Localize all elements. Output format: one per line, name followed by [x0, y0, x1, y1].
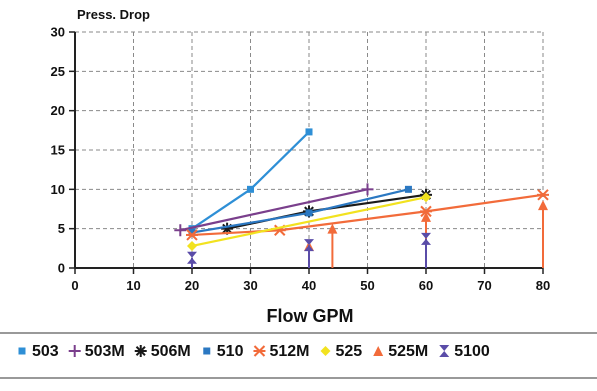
y-tick-label: 10 [51, 182, 65, 197]
legend-label: 503 [32, 343, 59, 360]
series-line [191, 193, 544, 237]
legend-item-525m: 525M [373, 343, 428, 360]
x-tick-label: 20 [185, 278, 199, 293]
legend-symbol [373, 346, 384, 356]
legend: 503 503M 506M 510 512M 525 525M 5100 [0, 332, 597, 379]
legend-item-510: 510 [203, 343, 244, 360]
data-point [537, 189, 549, 201]
grid [75, 31, 544, 268]
legend-label: 510 [217, 343, 244, 360]
y-axis-title: Press. Drop [77, 7, 150, 22]
legend-symbol [203, 347, 211, 355]
y-tick-label: 15 [51, 143, 65, 158]
legend-symbol [439, 345, 450, 357]
legend-label: 5100 [454, 343, 490, 360]
stem-marker [421, 232, 431, 245]
data-point [421, 232, 431, 268]
legend-item-5100: 5100 [439, 343, 490, 360]
legend-item-503: 503 [18, 343, 59, 360]
stem-marker [304, 239, 314, 252]
data-point [187, 240, 197, 251]
data-point [327, 223, 338, 268]
series-line [180, 188, 368, 232]
data-point [186, 229, 198, 241]
x-tick-label: 50 [360, 278, 374, 293]
legend-label: 525M [388, 343, 428, 360]
y-tick-label: 25 [51, 64, 65, 79]
x-tick-label: 80 [536, 278, 550, 293]
data-point [538, 200, 548, 268]
series-525 [187, 192, 431, 251]
legend-label: 503M [85, 343, 125, 360]
y-tick-label: 20 [51, 103, 65, 118]
legend-symbol [134, 345, 147, 357]
legend-label: 512M [269, 343, 309, 360]
x-tick-label: 30 [243, 278, 257, 293]
legend-item-512m: 512M [253, 343, 310, 360]
data-point [305, 209, 313, 217]
x-tick-label: 40 [302, 278, 316, 293]
y-tick-label: 30 [51, 25, 65, 40]
y-tick-label: 5 [58, 221, 65, 236]
series-510 [188, 185, 412, 237]
x-tick-label: 10 [126, 278, 140, 293]
y-tick-label: 0 [58, 261, 65, 276]
x-tick-label: 60 [419, 278, 433, 293]
legend-symbol [68, 345, 81, 357]
legend-symbol [253, 345, 266, 357]
data-point [305, 128, 313, 136]
series-line [191, 188, 409, 234]
data-point [187, 251, 197, 268]
data-point [247, 185, 254, 193]
data-point [174, 224, 187, 237]
x-tick-label: 0 [71, 278, 78, 293]
legend-item-503m: 503M [68, 343, 125, 360]
data-point [420, 205, 432, 218]
stem-marker [327, 223, 338, 234]
axes: 0 5 10 15 20 25 30 0 10 20 30 40 50 60 70 80 [51, 25, 551, 294]
stem-marker [421, 211, 431, 222]
data-point [361, 183, 374, 196]
data-point [304, 239, 314, 268]
legend-item-506m: 506M [134, 343, 191, 360]
legend-symbol [18, 347, 26, 355]
series-line [191, 196, 427, 248]
labels: Press. Drop Flow GPM [77, 7, 354, 326]
legend-symbol [320, 346, 331, 356]
series-5100 [187, 232, 431, 268]
data-point [421, 192, 431, 203]
legend-label: 525 [336, 343, 363, 360]
legend-item-525: 525 [320, 343, 363, 360]
data-point [404, 185, 412, 193]
series-512m [186, 189, 549, 241]
series [174, 128, 549, 268]
stem-marker [187, 251, 197, 264]
series-506m [221, 188, 432, 235]
x-tick-label: 70 [477, 278, 491, 293]
legend-label: 506M [151, 343, 191, 360]
x-axis-title: Flow GPM [267, 306, 354, 326]
series-503m [174, 183, 374, 237]
stem-marker [538, 200, 548, 211]
data-point [188, 229, 196, 237]
